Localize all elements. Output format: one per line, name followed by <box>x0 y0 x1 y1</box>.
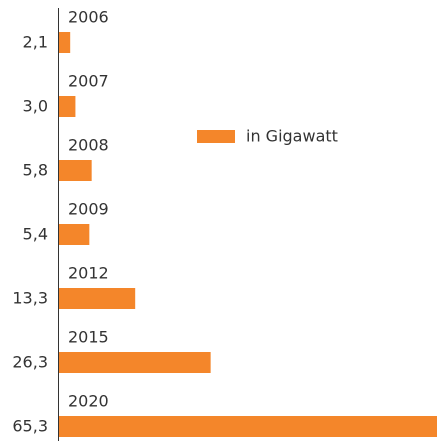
bar <box>59 32 71 53</box>
bar <box>59 416 437 437</box>
category-label: 2008 <box>68 136 109 155</box>
category-label: 2007 <box>68 72 109 91</box>
value-label: 13,3 <box>12 289 48 308</box>
value-label: 26,3 <box>12 353 48 372</box>
category-label: 2012 <box>68 264 109 283</box>
bar <box>59 352 211 373</box>
bar <box>59 96 76 117</box>
category-label: 2006 <box>68 8 109 27</box>
bar <box>59 160 92 181</box>
category-label: 2015 <box>68 328 109 347</box>
legend-label: in Gigawatt <box>246 127 338 146</box>
value-label: 3,0 <box>23 97 48 116</box>
bar <box>59 224 90 245</box>
value-label: 5,4 <box>23 225 48 244</box>
value-label: 5,8 <box>23 161 48 180</box>
category-label: 2020 <box>68 392 109 411</box>
bar <box>59 288 136 309</box>
category-label: 2009 <box>68 200 109 219</box>
value-label: 2,1 <box>23 33 48 52</box>
legend-swatch <box>197 130 235 143</box>
value-label: 65,3 <box>12 417 48 436</box>
